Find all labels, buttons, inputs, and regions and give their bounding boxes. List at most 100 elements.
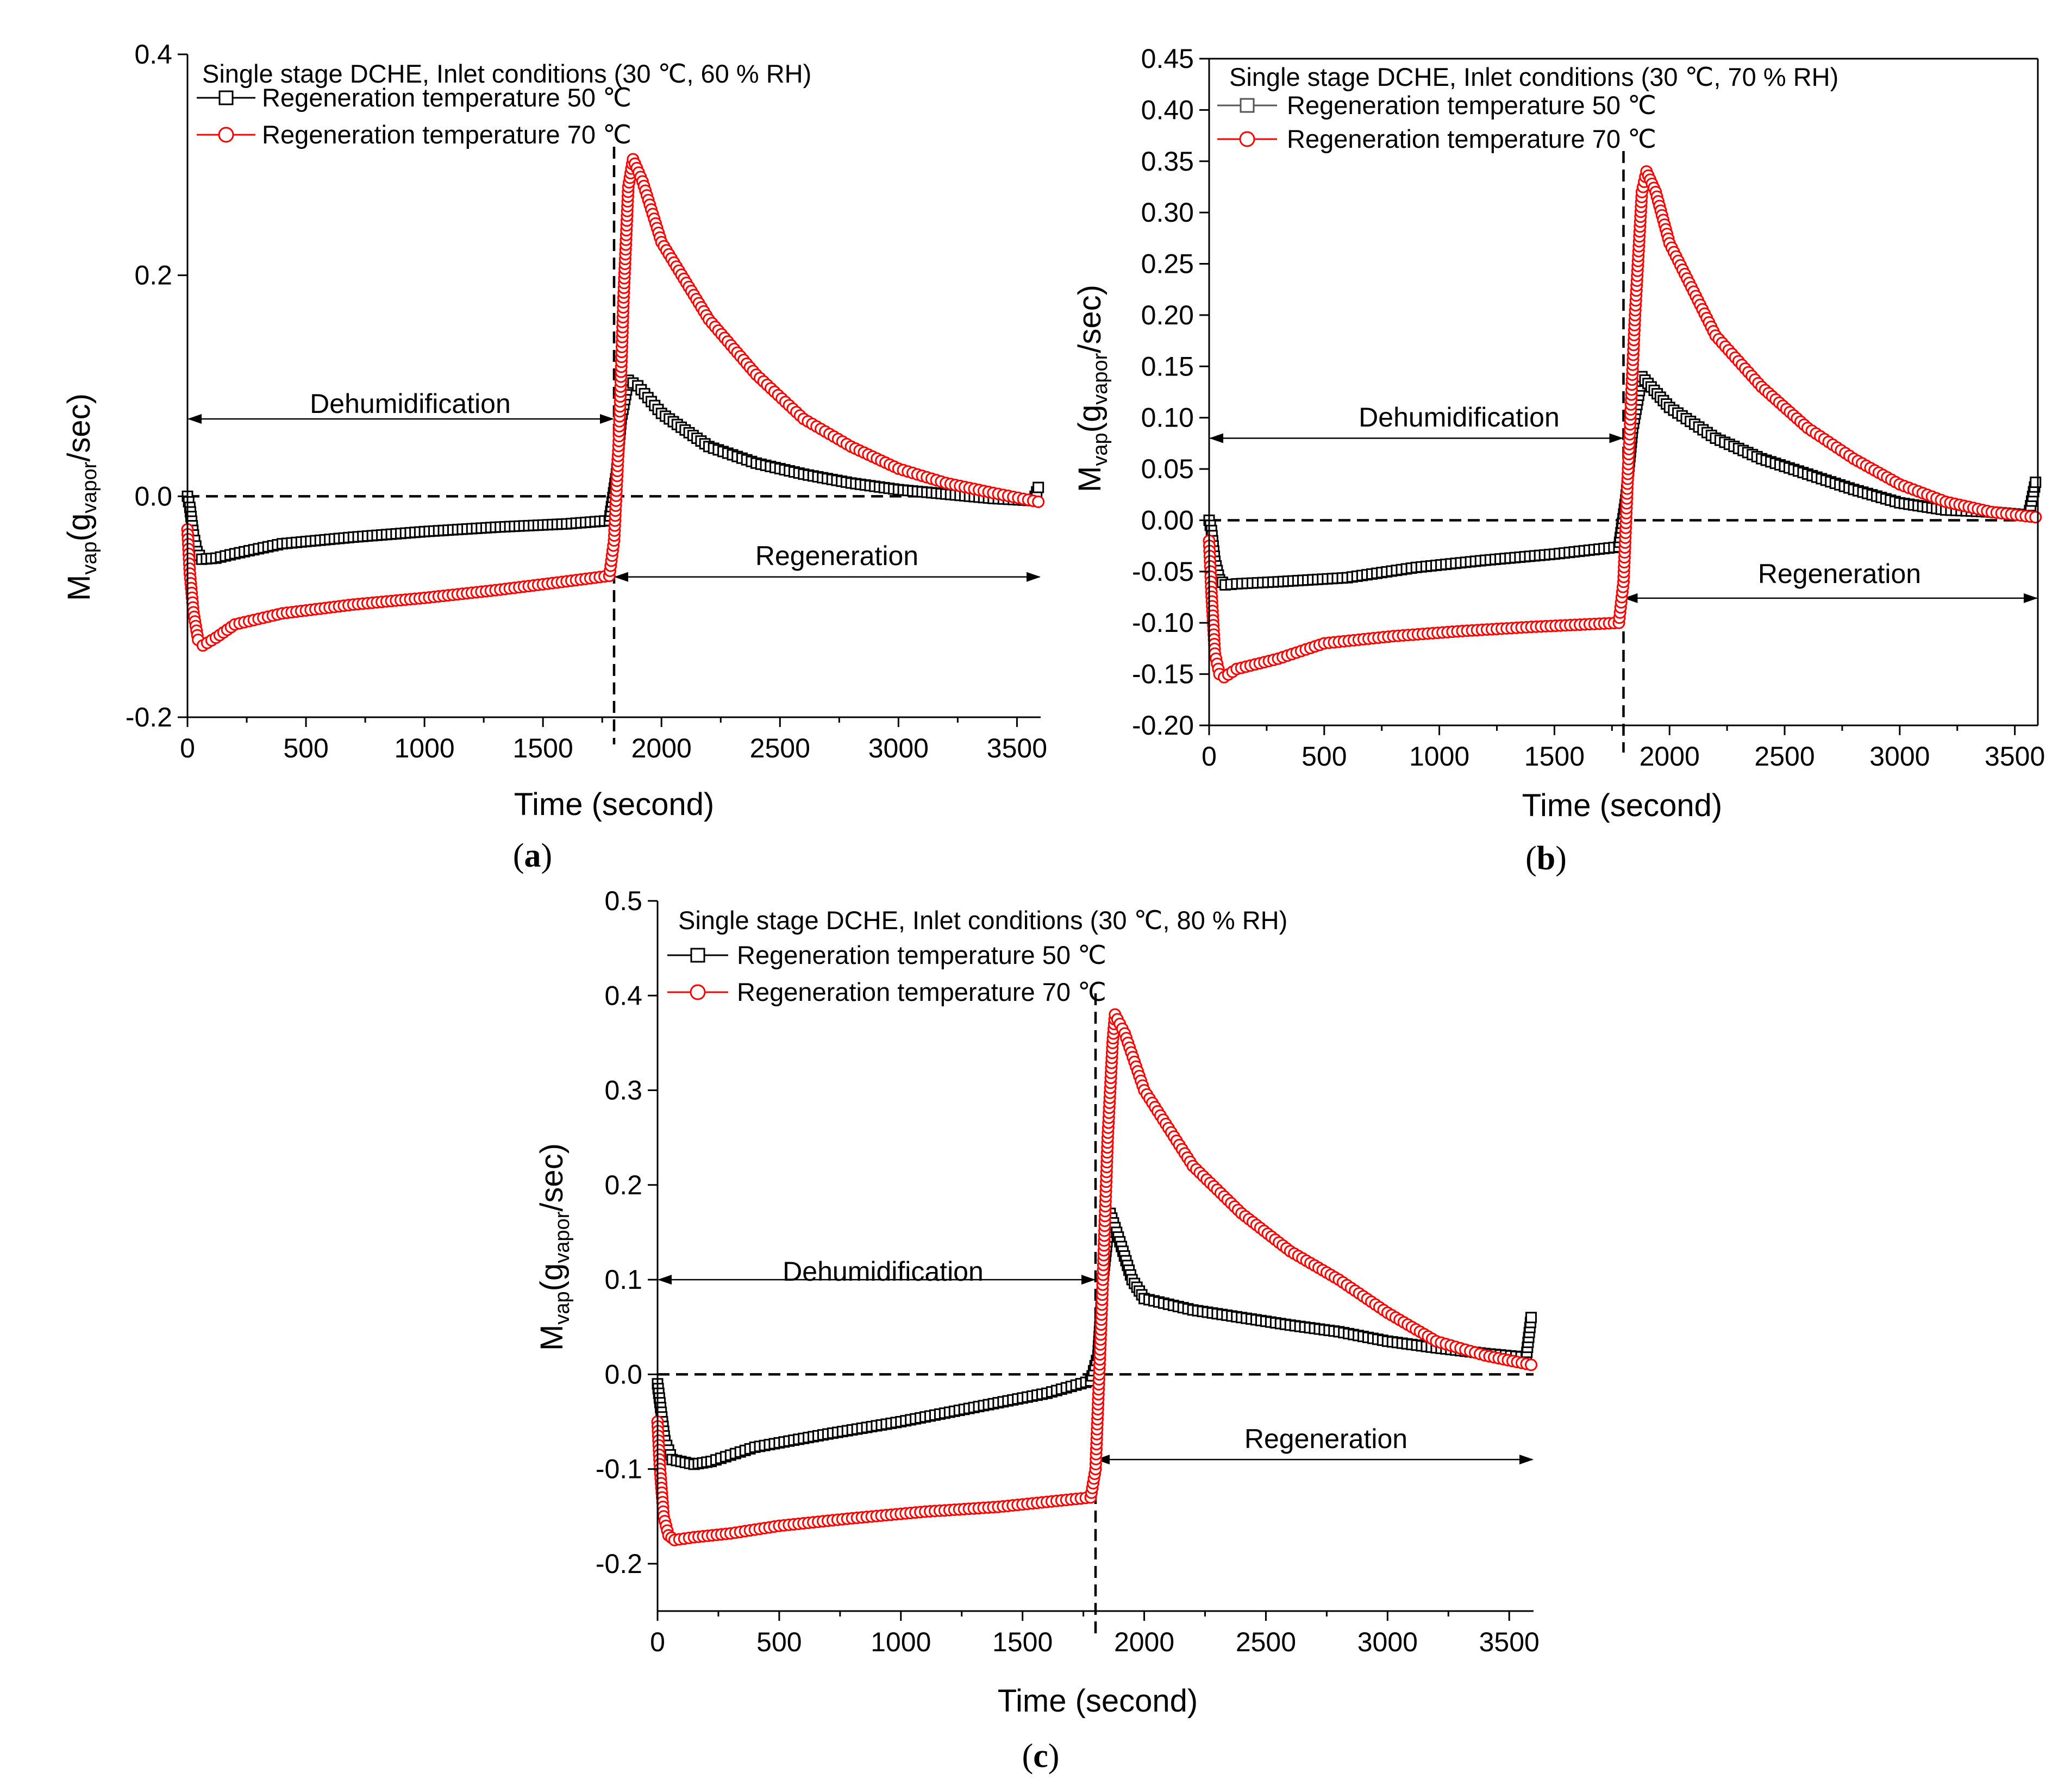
x-tick-label: 1500 <box>1524 741 1585 772</box>
y-tick-label: 0.0 <box>604 1359 642 1389</box>
x-axis-title: Time (second) <box>998 1683 1198 1719</box>
x-tick-label: 1000 <box>394 733 454 763</box>
y-tick-label: 0.10 <box>1141 403 1194 433</box>
series-70 <box>1203 165 2042 684</box>
x-tick-label: 500 <box>756 1627 802 1657</box>
annotation-arrowhead-right <box>2024 593 2038 603</box>
x-tick-label: 3000 <box>1869 741 1930 772</box>
y-tick-label: 0.5 <box>604 886 642 916</box>
dehumidification-label: Dehumidification <box>310 389 511 419</box>
x-tick-label: 0 <box>650 1627 665 1657</box>
legend-entry-70: Regeneration temperature 70 ℃ <box>667 978 1106 1006</box>
chart-title: Single stage DCHE, Inlet conditions (30 … <box>678 906 1287 935</box>
chart-title: Single stage DCHE, Inlet conditions (30 … <box>202 59 811 88</box>
legend-label-70: Regeneration temperature 70 ℃ <box>737 978 1106 1006</box>
panel-label-c: (c) <box>1022 1738 1060 1775</box>
x-tick-label: 500 <box>1302 741 1347 772</box>
x-tick-label: 3500 <box>987 733 1047 763</box>
legend-entry-50: Regeneration temperature 50 ℃ <box>1217 91 1656 120</box>
y-tick-label: 0.15 <box>1141 351 1194 381</box>
y-axis-title: Mvap(gvapor/sec) <box>61 393 101 601</box>
y-tick-label: 0.25 <box>1141 249 1194 279</box>
annotation-arrowhead-left <box>614 572 628 582</box>
y-tick-label: 0.30 <box>1141 197 1194 228</box>
dehumidification-label: Dehumidification <box>1359 402 1560 433</box>
y-tick-label: 0.00 <box>1141 505 1194 535</box>
legend-entry-70: Regeneration temperature 70 ℃ <box>197 120 631 149</box>
annotation-arrowhead-right <box>1081 1275 1096 1285</box>
data-point <box>1525 1358 1538 1371</box>
x-axis-title: Time (second) <box>1522 788 1723 823</box>
annotation-arrowhead-left <box>658 1275 672 1285</box>
y-tick-label: 0.2 <box>604 1170 642 1200</box>
y-tick-label: 0.40 <box>1141 95 1194 125</box>
chart-panel-c: 0 500 1000 1500 2000 2500 3000 3500 -0.2 -0.1 0.0 0… <box>534 886 1540 1775</box>
annotation-arrowhead-right <box>1609 433 1624 443</box>
y-tick-label: 0.2 <box>134 260 172 291</box>
y-tick-label: 0.3 <box>604 1075 642 1106</box>
legend-entry-70: Regeneration temperature 70 ℃ <box>1217 124 1656 153</box>
annotation-arrowhead-right <box>1519 1455 1534 1465</box>
x-tick-label: 3500 <box>1479 1627 1540 1657</box>
y-tick-label: 0.35 <box>1141 146 1194 177</box>
legend-entry-50: Regeneration temperature 50 ℃ <box>667 941 1106 969</box>
y-axis-title: Mvap(gvapor/sec) <box>534 1143 574 1351</box>
y-tick-label: 0.20 <box>1141 300 1194 330</box>
y-tick-label: 0.4 <box>134 39 172 70</box>
y-tick-label: -0.15 <box>1132 659 1194 690</box>
y-tick-label: 0.0 <box>134 481 172 511</box>
x-tick-label: 3000 <box>868 733 929 763</box>
annotation-arrowhead-left <box>1096 1455 1110 1465</box>
legend-label-50: Regeneration temperature 50 ℃ <box>262 83 631 112</box>
x-axis-title: Time (second) <box>514 787 715 822</box>
x-tick-label: 3500 <box>1985 741 2045 772</box>
regeneration-label: Regeneration <box>1758 559 1921 589</box>
x-tick-label: 1500 <box>992 1627 1053 1657</box>
x-tick-label: 0 <box>1202 741 1217 772</box>
legend-label-70: Regeneration temperature 70 ℃ <box>1287 124 1656 153</box>
data-point <box>1033 481 1044 493</box>
legend-label-50: Regeneration temperature 50 ℃ <box>737 941 1106 969</box>
x-tick-label: 2000 <box>1114 1627 1174 1657</box>
regeneration-label: Regeneration <box>755 541 918 571</box>
x-tick-label: 1500 <box>513 733 573 763</box>
y-tick-label: -0.1 <box>596 1454 642 1484</box>
x-tick-label: 2500 <box>1754 741 1815 772</box>
x-tick-label: 1000 <box>871 1627 931 1657</box>
data-point <box>2029 511 2042 524</box>
y-axis-title: Mvap(gvapor/sec) <box>1072 285 1112 492</box>
y-tick-label: -0.10 <box>1132 607 1194 638</box>
y-tick-label: -0.20 <box>1132 710 1194 741</box>
y-tick-label: 0.05 <box>1141 454 1194 484</box>
annotation-arrowhead-right <box>600 414 614 424</box>
x-tick-label: 500 <box>283 733 328 763</box>
regeneration-label: Regeneration <box>1244 1424 1407 1454</box>
y-tick-label: 0.4 <box>604 980 642 1011</box>
annotation-arrowhead-left <box>1209 433 1223 443</box>
x-tick-label: 2000 <box>631 733 692 763</box>
legend-label-50: Regeneration temperature 50 ℃ <box>1287 91 1656 120</box>
legend-label-70: Regeneration temperature 70 ℃ <box>262 120 631 149</box>
chart-panel-a: 0 500 1000 1500 2000 2500 3000 3500 -0.2 0.0 0.2 0.… <box>61 39 1047 874</box>
x-tick-label: 2500 <box>750 733 810 763</box>
y-tick-label: -0.2 <box>126 702 172 732</box>
data-point <box>1525 1312 1537 1324</box>
annotation-arrowhead-right <box>1027 572 1041 582</box>
dehumidification-label: Dehumidification <box>783 1256 984 1287</box>
annotation-arrowhead-left <box>187 414 202 424</box>
x-tick-label: 3000 <box>1357 1627 1418 1657</box>
x-tick-label: 2000 <box>1640 741 1700 772</box>
y-tick-label: -0.2 <box>596 1549 642 1579</box>
legend-entry-50: Regeneration temperature 50 ℃ <box>197 83 631 112</box>
x-tick-label: 1000 <box>1409 741 1469 772</box>
series-70 <box>181 153 1045 652</box>
x-tick-label: 2500 <box>1236 1627 1296 1657</box>
y-tick-label: 0.1 <box>604 1264 642 1295</box>
x-tick-label: 0 <box>180 733 195 763</box>
chart-title: Single stage DCHE, Inlet conditions (30 … <box>1229 62 1838 91</box>
annotation-arrowhead-left <box>1623 593 1638 603</box>
y-tick-label: -0.05 <box>1132 556 1194 587</box>
panel-label-b: (b) <box>1525 840 1567 877</box>
data-point <box>1032 496 1045 508</box>
